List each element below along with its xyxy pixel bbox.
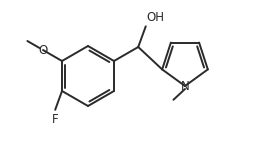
Text: O: O [38,43,48,57]
Text: N: N [181,79,189,93]
Text: F: F [52,113,58,126]
Text: OH: OH [147,11,165,24]
